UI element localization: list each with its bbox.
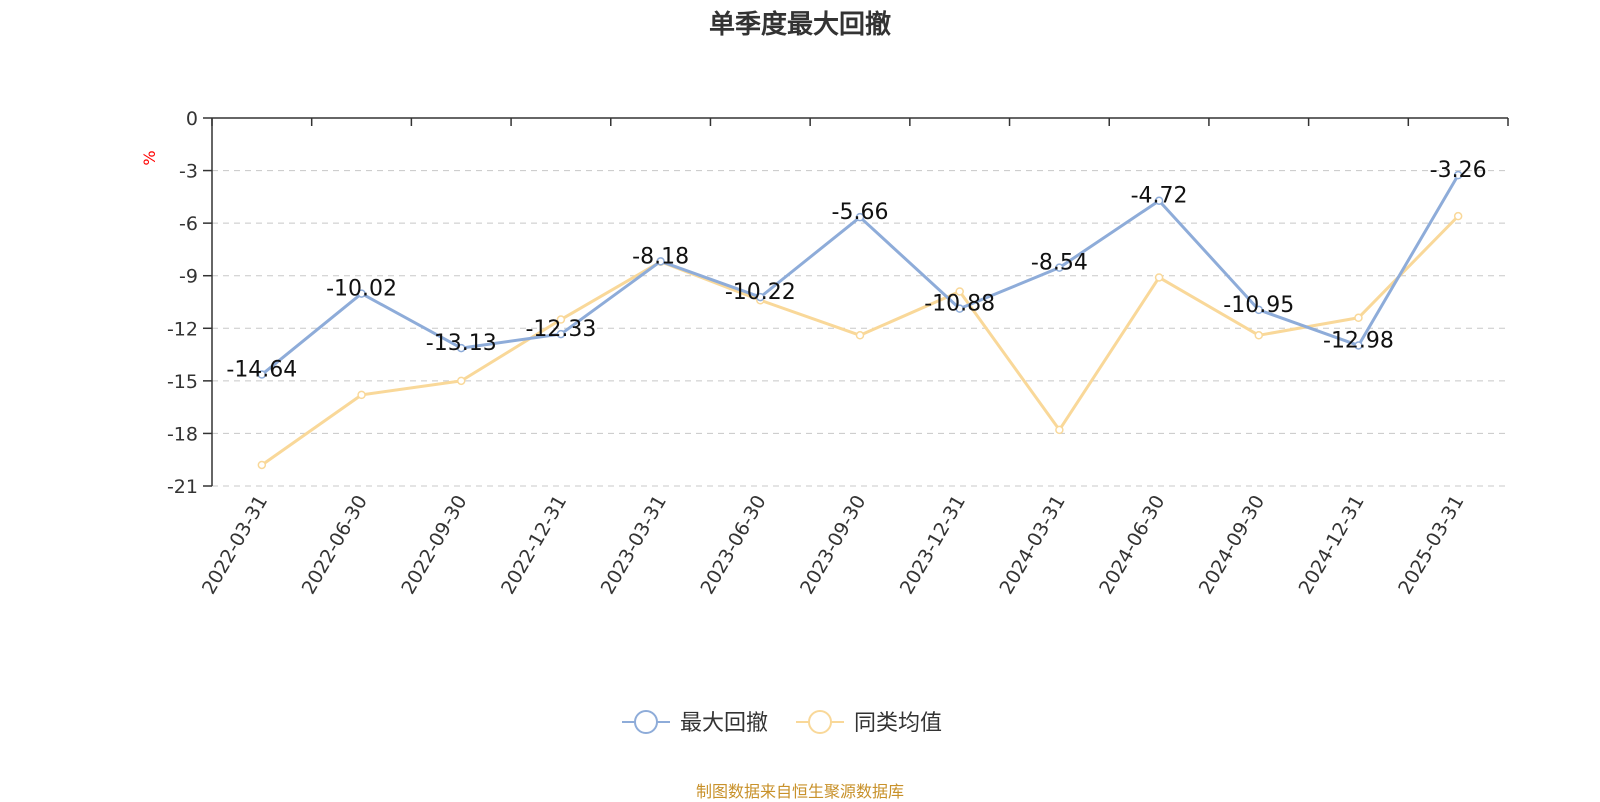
data-labels: -14.64 -10.02 -13.13 -12.33 -8.18 -10.22 -5.66… [226,158,1486,382]
x-tick-label: 2022-12-31 [497,492,571,599]
y-tick-label: -21 [167,476,198,498]
data-point[interactable] [955,304,964,313]
data-point[interactable] [955,287,964,296]
legend-marker [808,710,832,734]
data-point[interactable] [1453,211,1463,221]
x-tick-label: 2023-03-31 [597,492,671,599]
data-point[interactable] [656,257,665,266]
data-point[interactable] [456,376,466,386]
x-tick-label: 2022-03-31 [198,492,272,599]
data-label: -8.54 [1031,251,1088,276]
legend-item-1[interactable]: 同类均值 [796,710,942,736]
data-point[interactable] [1354,341,1363,350]
y-tick-label: -3 [179,161,198,183]
source-note: 制图数据来自恒生聚源数据库 [695,782,904,801]
data-label: -10.88 [924,292,995,317]
series-lines [257,170,1463,470]
data-point[interactable] [1055,263,1064,272]
data-label: -14.64 [226,358,297,383]
data-label: -12.98 [1323,328,1394,353]
data-label: -13.13 [426,331,497,356]
data-label: -4.72 [1131,184,1188,209]
x-tick-label: 2023-09-30 [796,492,870,599]
x-tick-label: 2023-06-30 [696,492,770,599]
x-tick-label: 2024-12-31 [1295,492,1369,599]
data-point[interactable] [456,343,466,353]
y-tick-label: -15 [167,371,198,393]
data-label: -3.26 [1430,158,1487,183]
data-point[interactable] [855,212,865,222]
data-point[interactable] [855,331,865,340]
y-axis-unit-label: % [140,150,159,165]
data-label: -10.22 [725,280,796,305]
data-label: -12.33 [525,317,596,342]
data-point[interactable] [357,289,366,298]
data-label: -5.66 [832,200,889,225]
x-tick-label: 2024-06-30 [1095,492,1169,599]
x-tick-label: 2023-12-31 [896,492,970,599]
data-label: -8.18 [632,244,689,269]
data-label: -10.95 [1223,293,1294,318]
data-point[interactable] [756,292,765,302]
data-point[interactable] [1154,196,1164,205]
data-label: -10.02 [326,277,397,302]
data-point[interactable] [556,329,566,339]
y-tick-label: -6 [179,213,198,235]
x-tick-label: 2022-09-30 [397,492,471,599]
data-point[interactable] [1254,331,1264,340]
x-tick-label: 2024-03-31 [995,492,1069,599]
data-point[interactable] [257,460,267,470]
data-point[interactable] [556,315,566,324]
legend-label: 同类均值 [854,711,942,736]
data-point[interactable] [1254,305,1264,315]
legend-label: 最大回撤 [680,711,768,736]
chart-title: 单季度最大回撤 [708,10,891,40]
legend-marker [634,710,658,734]
y-tick-label: 0 [186,108,198,130]
y-tick-label: -18 [167,423,198,445]
x-tick-label: 2025-03-31 [1394,492,1468,599]
data-point[interactable] [357,390,366,400]
data-point[interactable] [1354,313,1363,323]
y-tick-label: -12 [167,318,198,340]
data-point[interactable] [257,370,267,379]
data-point[interactable] [1055,425,1064,435]
legend-item-0[interactable]: 最大回撤 [622,710,768,736]
data-point[interactable] [1453,170,1463,180]
data-point[interactable] [1154,273,1164,282]
x-tick-label: 2022-06-30 [298,492,372,599]
y-tick-label: -9 [179,266,198,288]
legend[interactable]: 最大回撤 同类均值 [622,710,942,736]
x-tick-label: 2024-09-30 [1195,492,1269,599]
